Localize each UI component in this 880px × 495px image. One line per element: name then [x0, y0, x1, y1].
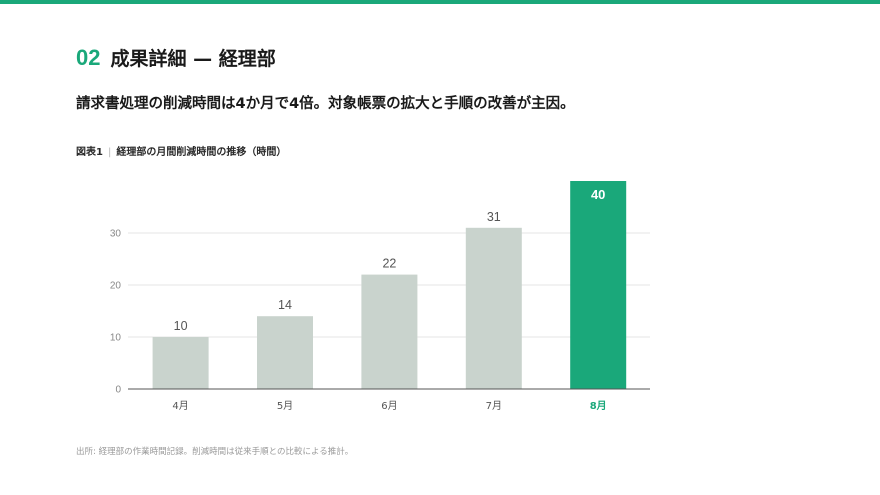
- data-label: 22: [382, 257, 396, 271]
- section-heading: 02 成果詳細 — 経理部: [76, 44, 276, 72]
- y-tick-label: 0: [115, 385, 121, 396]
- x-tick-label: 7月: [486, 400, 502, 412]
- y-tick-label: 10: [110, 333, 122, 344]
- figure-caption: 図表1 | 経理部の月間削減時間の推移（時間）: [76, 143, 286, 158]
- bar: [361, 274, 418, 389]
- y-tick-label: 20: [110, 281, 122, 292]
- x-tick-label: 6月: [381, 400, 397, 412]
- bar: [570, 181, 627, 389]
- top-accent-bar: [0, 0, 880, 4]
- lead-statement: 請求書処理の削減時間は4か月で4倍。対象帳票の拡大と手順の改善が主因。: [76, 96, 575, 112]
- data-label: 40: [591, 187, 605, 202]
- x-tick-label: 8月: [590, 400, 607, 412]
- data-label: 31: [487, 210, 501, 224]
- section-number: 02: [76, 45, 101, 70]
- data-label: 14: [278, 298, 292, 312]
- x-tick-label: 4月: [172, 400, 188, 412]
- figure-label: 図表1: [76, 147, 103, 158]
- caption-separator: |: [107, 147, 112, 158]
- figure-caption-text: 経理部の月間削減時間の推移（時間）: [116, 147, 287, 158]
- data-label: 10: [174, 319, 188, 333]
- section-title: 成果詳細 — 経理部: [110, 48, 276, 70]
- x-tick-label: 5月: [277, 400, 293, 412]
- bar: [465, 227, 522, 389]
- bar-chart: 0 10 20 30 10 4月 14 5月 22 6月 31 7月 40 8月: [110, 181, 650, 412]
- y-tick-label: 30: [110, 229, 122, 240]
- bar: [257, 316, 313, 389]
- bar: [152, 337, 209, 389]
- source-note: 出所: 経理部の作業時間記録。削減時間は従来手順との比較による推計。: [76, 447, 354, 457]
